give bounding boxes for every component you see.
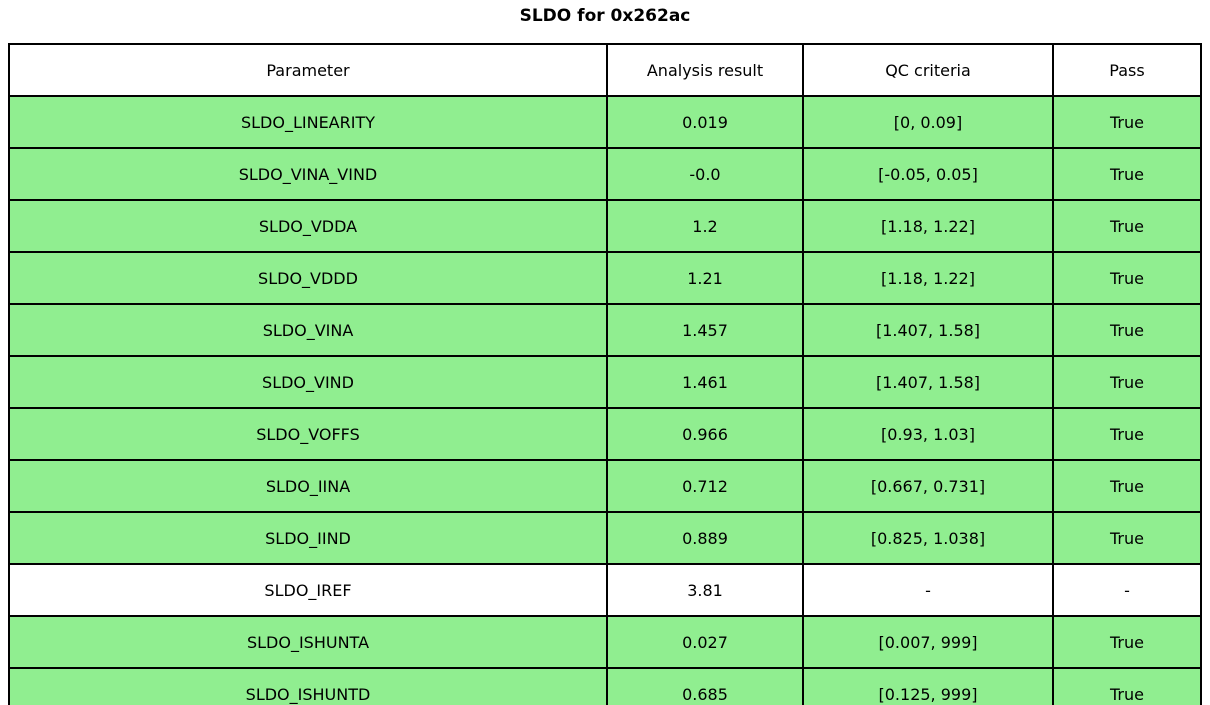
criteria-cell: [1.18, 1.22] [802,199,1054,253]
table-row: SLDO_VINA_VIND -0.0 [-0.05, 0.05] True [8,147,1202,201]
criteria-cell: [0.667, 0.731] [802,459,1054,513]
parameter-cell: SLDO_LINEARITY [8,95,608,149]
parameter-cell: SLDO_ISHUNTA [8,615,608,669]
pass-cell: True [1052,615,1202,669]
pass-cell: True [1052,303,1202,357]
criteria-cell: [0.93, 1.03] [802,407,1054,461]
page-title: SLDO for 0x262ac [519,6,691,26]
pass-cell: - [1052,563,1202,617]
pass-cell: True [1052,667,1202,705]
parameter-cell: SLDO_ISHUNTD [8,667,608,705]
table-row: SLDO_IIND 0.889 [0.825, 1.038] True [8,511,1202,565]
parameter-cell: SLDO_IIND [8,511,608,565]
parameter-cell: SLDO_IINA [8,459,608,513]
pass-cell: True [1052,95,1202,149]
pass-cell: True [1052,355,1202,409]
table-row: SLDO_ISHUNTD 0.685 [0.125, 999] True [8,667,1202,705]
criteria-cell: [1.18, 1.22] [802,251,1054,305]
criteria-cell: [0.825, 1.038] [802,511,1054,565]
table-row: SLDO_VDDA 1.2 [1.18, 1.22] True [8,199,1202,253]
table-row: SLDO_IREF 3.81- - [8,563,1202,617]
result-cell: 0.027 [606,615,804,669]
table-row: SLDO_VINA 1.457 [1.407, 1.58] True [8,303,1202,357]
parameter-cell: SLDO_VOFFS [8,407,608,461]
result-cell: 0.712 [606,459,804,513]
result-cell: 1.457 [606,303,804,357]
result-cell: 3.81 [606,563,804,617]
pass-cell: True [1052,511,1202,565]
table-row: SLDO_VOFFS 0.966 [0.93, 1.03] True [8,407,1202,461]
table-row: SLDO_ISHUNTA 0.027 [0.007, 999] True [8,615,1202,669]
parameter-cell: SLDO_IREF [8,563,608,617]
criteria-cell: [0, 0.09] [802,95,1054,149]
column-header: Parameter [8,43,608,97]
pass-cell: True [1052,459,1202,513]
criteria-cell: [1.407, 1.58] [802,303,1054,357]
result-cell: 1.2 [606,199,804,253]
pass-cell: True [1052,147,1202,201]
result-cell: 0.889 [606,511,804,565]
column-header: Analysis result [606,43,804,97]
result-cell: 0.685 [606,667,804,705]
result-cell: 1.21 [606,251,804,305]
table-row: SLDO_VDDD 1.21 [1.18, 1.22] True [8,251,1202,305]
parameter-cell: SLDO_VIND [8,355,608,409]
column-header: QC criteria [802,43,1054,97]
result-cell: 0.019 [606,95,804,149]
criteria-cell: [1.407, 1.58] [802,355,1054,409]
table-row: SLDO_VIND 1.461 [1.407, 1.58] True [8,355,1202,409]
result-cell: 0.966 [606,407,804,461]
table-row: SLDO_IINA 0.712 [0.667, 0.731] True [8,459,1202,513]
qc-results-table: Parameter Analysis result QC criteria Pass … [8,43,1202,705]
column-header: Pass [1052,43,1202,97]
header-row: Parameter Analysis result QC criteria Pass [8,43,1202,97]
pass-cell: True [1052,199,1202,253]
result-cell: 1.461 [606,355,804,409]
table-row: SLDO_LINEARITY 0.019 [0, 0.09] True [8,95,1202,149]
criteria-cell: [0.125, 999] [802,667,1054,705]
criteria-cell: - [802,563,1054,617]
criteria-cell: [-0.05, 0.05] [802,147,1054,201]
criteria-cell: [0.007, 999] [802,615,1054,669]
parameter-cell: SLDO_VINA [8,303,608,357]
table-body: SLDO_LINEARITY 0.019 [0, 0.09] True SLDO_VIN… [8,95,1202,705]
result-cell: -0.0 [606,147,804,201]
parameter-cell: SLDO_VINA_VIND [8,147,608,201]
pass-cell: True [1052,251,1202,305]
parameter-cell: SLDO_VDDD [8,251,608,305]
parameter-cell: SLDO_VDDA [8,199,608,253]
pass-cell: True [1052,407,1202,461]
table-header: Parameter Analysis result QC criteria Pass [8,43,1202,97]
